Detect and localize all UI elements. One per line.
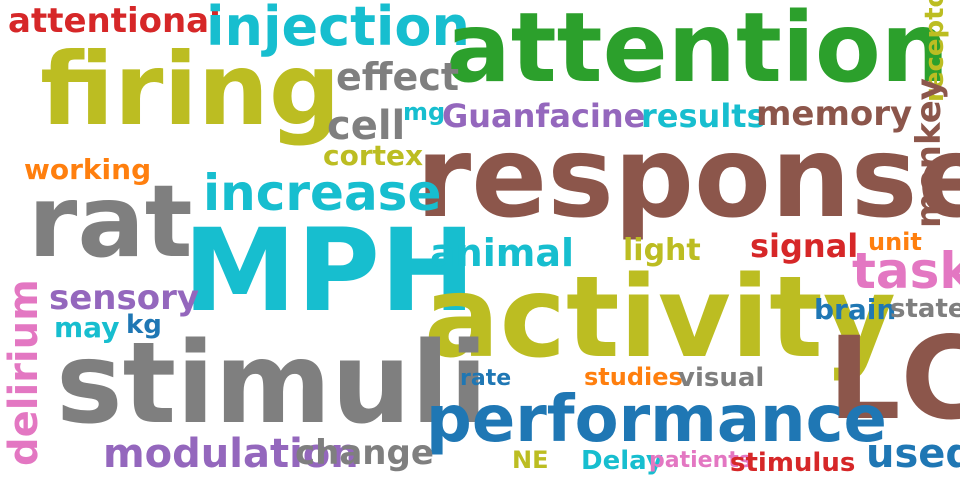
word-visual: visual [678, 363, 765, 393]
word-stimulus: stimulus [730, 448, 856, 478]
word-signal: signal [750, 227, 859, 265]
word-memory: memory [756, 94, 913, 134]
word-firing: firing [40, 31, 341, 148]
word-cell: cell [327, 103, 406, 149]
word-attentional: attentional [8, 1, 221, 41]
word-brain: brain [814, 293, 897, 326]
word-unit: unit [868, 228, 922, 256]
word-attention: attention [446, 0, 950, 104]
word-may: may [54, 311, 120, 344]
word-state: state [890, 294, 960, 324]
word-effect: effect [336, 55, 460, 99]
word-cortex: cortex [323, 139, 424, 172]
word-rat: rat [28, 163, 193, 280]
word-mg: mg [403, 98, 446, 126]
word-lc: LC [828, 312, 960, 445]
word-delirium: delirium [1, 279, 47, 466]
word-working: working [24, 153, 152, 186]
word-rate: rate [460, 366, 512, 391]
word-studies: studies [584, 363, 683, 391]
word-task: task [852, 242, 960, 300]
word-kg: kg [126, 310, 162, 340]
word-animal: animal [430, 231, 574, 275]
word-performance: performance [426, 383, 887, 457]
word-guanfacine: Guanfacine [442, 97, 646, 135]
word-increase: increase [203, 164, 442, 222]
word-stimuli: stimuli [56, 319, 488, 449]
word-ne: NE [512, 446, 549, 474]
word-modulation: modulation [103, 431, 359, 477]
word-sensory: sensory [49, 278, 200, 318]
word-activity: activity [424, 253, 896, 383]
word-mph: MPH [183, 204, 476, 337]
word-used: used [866, 431, 960, 477]
word-delay: Delay [581, 446, 663, 476]
word-change: change [295, 433, 434, 473]
word-results: results [641, 97, 766, 135]
word-light: light [623, 233, 701, 268]
word-response: response [416, 113, 960, 243]
word-patients: patients [649, 448, 752, 473]
word-injection: injection [206, 0, 470, 58]
